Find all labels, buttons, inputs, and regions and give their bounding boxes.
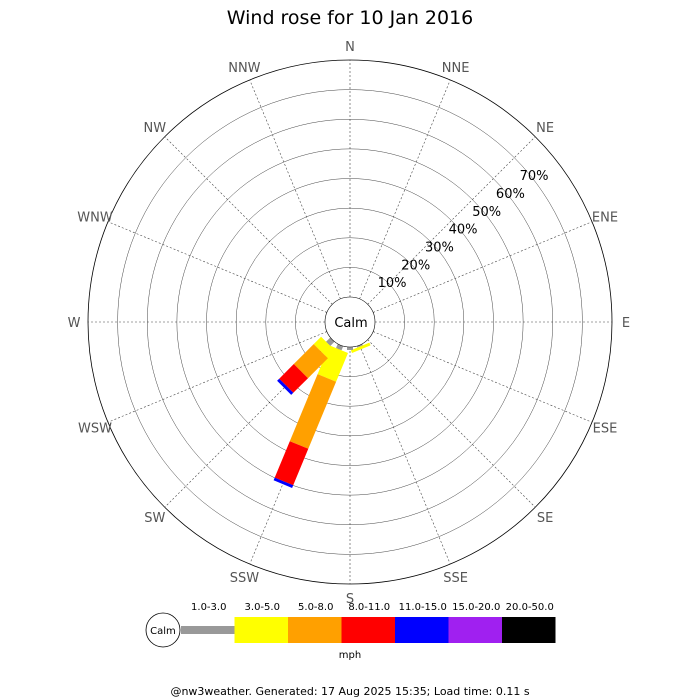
legend-swatch-6 bbox=[502, 617, 556, 643]
direction-label-nne: NNE bbox=[442, 61, 470, 76]
direction-label-nnw: NNW bbox=[228, 61, 260, 76]
spoke-wnw bbox=[107, 221, 328, 313]
spoke-ene bbox=[372, 221, 593, 313]
direction-label-s: S bbox=[346, 592, 354, 607]
ring-label-30: 30% bbox=[425, 240, 454, 255]
bar-ssw-bin-3 bbox=[274, 441, 309, 486]
legend-swatch-2 bbox=[288, 617, 342, 643]
bar-ssw-bin-2 bbox=[289, 374, 337, 449]
legend-bin-label-0: 1.0-3.0 bbox=[191, 602, 226, 613]
direction-label-nw: NW bbox=[144, 121, 167, 136]
calm-label: Calm bbox=[334, 316, 367, 331]
spoke-se bbox=[367, 339, 536, 508]
direction-label-wnw: WNW bbox=[77, 210, 113, 225]
spoke-nnw bbox=[249, 79, 341, 300]
ring-70 bbox=[117, 89, 583, 555]
bar-sw-bin-4 bbox=[277, 378, 294, 395]
direction-labels: N NNE NE ENE E ESE SE SSE S SSW SW WSW W WNW NW NNW bbox=[68, 40, 631, 607]
ring-20 bbox=[265, 237, 435, 407]
speed-legend: Calm 1.0-3.0 3.0-5.0 5.0-8.0 8.0-11.0 11.0-15… bbox=[145, 602, 556, 648]
legend-calm-circle bbox=[145, 612, 181, 648]
calm-circle bbox=[324, 296, 376, 348]
direction-label-e: E bbox=[622, 316, 630, 331]
legend-bin-label-2: 5.0-8.0 bbox=[298, 602, 333, 613]
legend-bin-label-5: 15.0-20.0 bbox=[452, 602, 500, 613]
chart-title: Wind rose for 10 Jan 2016 bbox=[227, 7, 474, 29]
direction-label-ene: ENE bbox=[592, 210, 618, 225]
wind-bars bbox=[273, 336, 371, 488]
ring-percent-labels: 10% 20% 30% 40% 50% 60% 70% bbox=[378, 169, 549, 291]
legend-unit: mph bbox=[339, 650, 361, 661]
direction-spokes bbox=[88, 60, 612, 584]
ring-40 bbox=[206, 178, 494, 466]
direction-label-ese: ESE bbox=[593, 422, 618, 437]
spoke-ne bbox=[367, 136, 536, 305]
bar-s-bin-0 bbox=[347, 347, 353, 350]
spoke-wsw bbox=[107, 331, 328, 423]
spoke-nne bbox=[359, 79, 451, 300]
ring-label-50: 50% bbox=[472, 205, 501, 220]
calm-center: Calm bbox=[324, 296, 376, 348]
direction-label-sw: SW bbox=[144, 511, 165, 526]
legend-bin-label-6: 20.0-50.0 bbox=[506, 602, 554, 613]
direction-label-ssw: SSW bbox=[230, 571, 260, 586]
footer-text: @nw3weather. Generated: 17 Aug 2025 15:3… bbox=[170, 685, 529, 698]
bar-sse-bin-0 bbox=[356, 343, 363, 348]
spoke-sw bbox=[164, 339, 333, 508]
bar-sw-bin-1 bbox=[313, 336, 336, 359]
legend-swatch-5 bbox=[448, 617, 502, 643]
direction-label-ne: NE bbox=[536, 121, 554, 136]
ring-label-10: 10% bbox=[378, 276, 407, 291]
legend-bin-label-1: 3.0-5.0 bbox=[245, 602, 280, 613]
legend-swatch-3 bbox=[341, 617, 395, 643]
direction-label-n: N bbox=[345, 40, 355, 55]
spoke-ssw bbox=[249, 344, 341, 565]
bar-sse-bin-1 bbox=[350, 342, 371, 353]
legend-swatch-0 bbox=[181, 626, 235, 634]
spoke-sse bbox=[359, 344, 451, 565]
bar-sw-bin-2 bbox=[293, 344, 328, 379]
direction-label-w: W bbox=[68, 316, 81, 331]
legend-bin-label-4: 11.0-15.0 bbox=[399, 602, 447, 613]
legend-bin-label-3: 8.0-11.0 bbox=[348, 602, 390, 613]
legend-calm-label: Calm bbox=[150, 626, 176, 637]
legend-swatch-1 bbox=[234, 617, 288, 643]
ring-label-20: 20% bbox=[401, 258, 430, 273]
spoke-nw bbox=[164, 136, 333, 305]
direction-label-sse: SSE bbox=[443, 571, 468, 586]
ring-label-40: 40% bbox=[449, 223, 478, 238]
direction-label-se: SE bbox=[537, 511, 553, 526]
legend-swatch-4 bbox=[395, 617, 449, 643]
spoke-ese bbox=[372, 331, 593, 423]
bar-sw-bin-3 bbox=[279, 364, 308, 393]
bar-ssw-bin-1 bbox=[317, 345, 348, 382]
ring-label-60: 60% bbox=[496, 187, 525, 202]
bar-ssw-bin-4 bbox=[273, 477, 294, 488]
direction-label-wsw: WSW bbox=[78, 422, 112, 437]
ring-label-70: 70% bbox=[520, 169, 549, 184]
